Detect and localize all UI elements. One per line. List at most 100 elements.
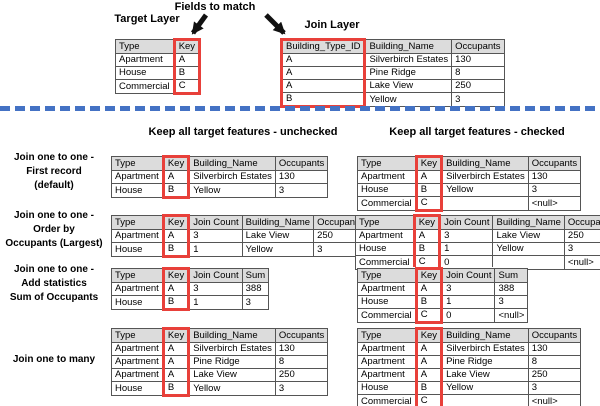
table-cell: House: [111, 381, 164, 396]
table-row: House B Yellow 3: [111, 183, 329, 199]
table-cell: Silverbirch Estates: [364, 53, 453, 67]
table-cell: A: [279, 66, 367, 80]
table-row: House B 1 3: [111, 295, 270, 311]
table-row: Apartment A Silverbirch Estates 130: [111, 170, 329, 184]
table-cell: Lake View: [241, 229, 315, 243]
table-row: House B 1 Yellow 3: [355, 242, 600, 256]
table-cell: Apartment: [111, 170, 164, 184]
row-label-add-statistics: Join one to one - Add statistics Sum of Oc…: [2, 263, 106, 305]
table-cell: 8: [451, 66, 505, 80]
column-header: Occupants: [451, 39, 505, 54]
table-cell: 3: [527, 381, 582, 395]
table-row: Apartment A 3 Lake View 250: [355, 229, 600, 243]
table-cell: 3: [274, 183, 329, 198]
column-header: Type: [355, 215, 415, 230]
target-layer-table: Type Key Apartment A House B Commercial C: [115, 38, 202, 95]
table-cell: C: [414, 196, 444, 212]
table-cell: B: [161, 242, 191, 258]
column-header: Occupants: [563, 215, 600, 230]
table-row: Apartment A Lake View 250: [357, 368, 582, 382]
table-cell: Apartment: [111, 355, 164, 369]
table-row: House B: [115, 66, 202, 80]
table-row: Apartment A: [115, 53, 202, 67]
column-header: Key: [161, 155, 191, 171]
table-row: House B Yellow 3: [357, 381, 582, 395]
row-label-one-to-many: Join one to many: [2, 353, 106, 367]
data-table: Type Key Building_Name Occupants Apartment A S…: [357, 327, 582, 406]
table-cell: 250: [274, 368, 329, 382]
column-header: Key: [172, 38, 202, 54]
column-header: Building_Type_ID: [279, 38, 367, 54]
table-cell: A: [161, 342, 191, 356]
table-cell: Silverbirch Estates: [441, 342, 529, 356]
column-header: Building_Name: [188, 328, 276, 343]
table-row: Commercial C <null>: [357, 394, 582, 406]
table-cell: Apartment: [111, 282, 164, 296]
table-row: Apartment A 3 388: [357, 282, 529, 296]
table-cell: Pine Ridge: [364, 66, 453, 80]
join-layer-label: Join Layer: [304, 19, 360, 31]
row-label-first-record: Join one to one - First record (default): [2, 151, 106, 193]
table-cell: B: [172, 66, 202, 80]
table-cell: Yellow: [188, 381, 276, 396]
table-cell: Yellow: [188, 183, 276, 198]
table-cell: C: [414, 394, 444, 406]
column-header: Building_Name: [441, 328, 529, 343]
table-cell: Commercial: [357, 394, 417, 406]
table-cell: Yellow: [241, 242, 315, 257]
table-row: Apartment A Silverbirch Estates 130: [357, 170, 582, 184]
table-row: A Lake View 250: [279, 79, 505, 93]
table-cell: House: [111, 183, 164, 198]
table-cell: 3: [527, 183, 582, 197]
column-header: Key: [414, 155, 444, 171]
table-cell: C: [172, 79, 202, 95]
table-cell: Apartment: [355, 229, 415, 243]
data-table: Building_Type_ID Building_Name Occupants A S…: [279, 38, 505, 108]
column-header: Key: [161, 214, 191, 230]
join-layer-table: Building_Type_ID Building_Name Occupants A S…: [279, 38, 505, 108]
table-cell: B: [414, 183, 444, 197]
table-row: Commercial C: [115, 79, 202, 95]
table-cell: 3: [494, 295, 529, 309]
table-cell: A: [414, 170, 444, 184]
row-label-line: Join one to one -: [14, 210, 94, 221]
table-cell: <null>: [527, 394, 582, 406]
row-label-line: Join one to many: [12, 354, 96, 365]
table-cell: B: [161, 183, 191, 199]
column-header: Sum: [241, 268, 270, 283]
keep-unchecked-header: Keep all target features - unchecked: [148, 126, 338, 138]
table-row: House B 1 Yellow 3: [111, 242, 367, 258]
row-label-line: Add statistics: [21, 278, 87, 289]
table-cell: A: [412, 229, 442, 243]
table-cell: Apartment: [357, 170, 417, 184]
table-cell: Lake View: [492, 229, 565, 243]
table-cell: 8: [527, 355, 582, 369]
column-header: Key: [161, 327, 191, 343]
data-table: Type Key Building_Name Occupants Apartment A S…: [357, 155, 582, 212]
row-label-line: Order by: [33, 224, 75, 235]
table-cell: 8: [274, 355, 329, 369]
table-cell: 250: [563, 229, 600, 243]
table-cell: A: [161, 229, 191, 243]
column-header: Type: [111, 328, 164, 343]
column-header: Occupants: [274, 156, 329, 171]
column-header: Type: [357, 328, 417, 343]
table-cell: Apartment: [111, 368, 164, 382]
table-cell: Pine Ridge: [441, 355, 529, 369]
table-cell: House: [357, 295, 417, 309]
table-first-record-checked: Type Key Building_Name Occupants Apartment A S…: [357, 155, 582, 212]
table-cell: B: [412, 242, 442, 256]
table-cell: <null>: [527, 196, 582, 211]
table-cell: 3: [188, 229, 243, 243]
column-header: Type: [115, 39, 175, 54]
table-row: Apartment A 3 388: [111, 282, 270, 296]
table-cell: House: [357, 183, 417, 197]
table-one-to-many-checked: Type Key Building_Name Occupants Apartment A S…: [357, 327, 582, 406]
table-row: Commercial C <null>: [357, 196, 582, 212]
table-cell: A: [414, 368, 444, 382]
table-cell: Silverbirch Estates: [188, 170, 276, 184]
column-header: Building_Name: [364, 39, 453, 54]
table-cell: House: [111, 242, 164, 257]
table-cell: B: [161, 381, 191, 397]
